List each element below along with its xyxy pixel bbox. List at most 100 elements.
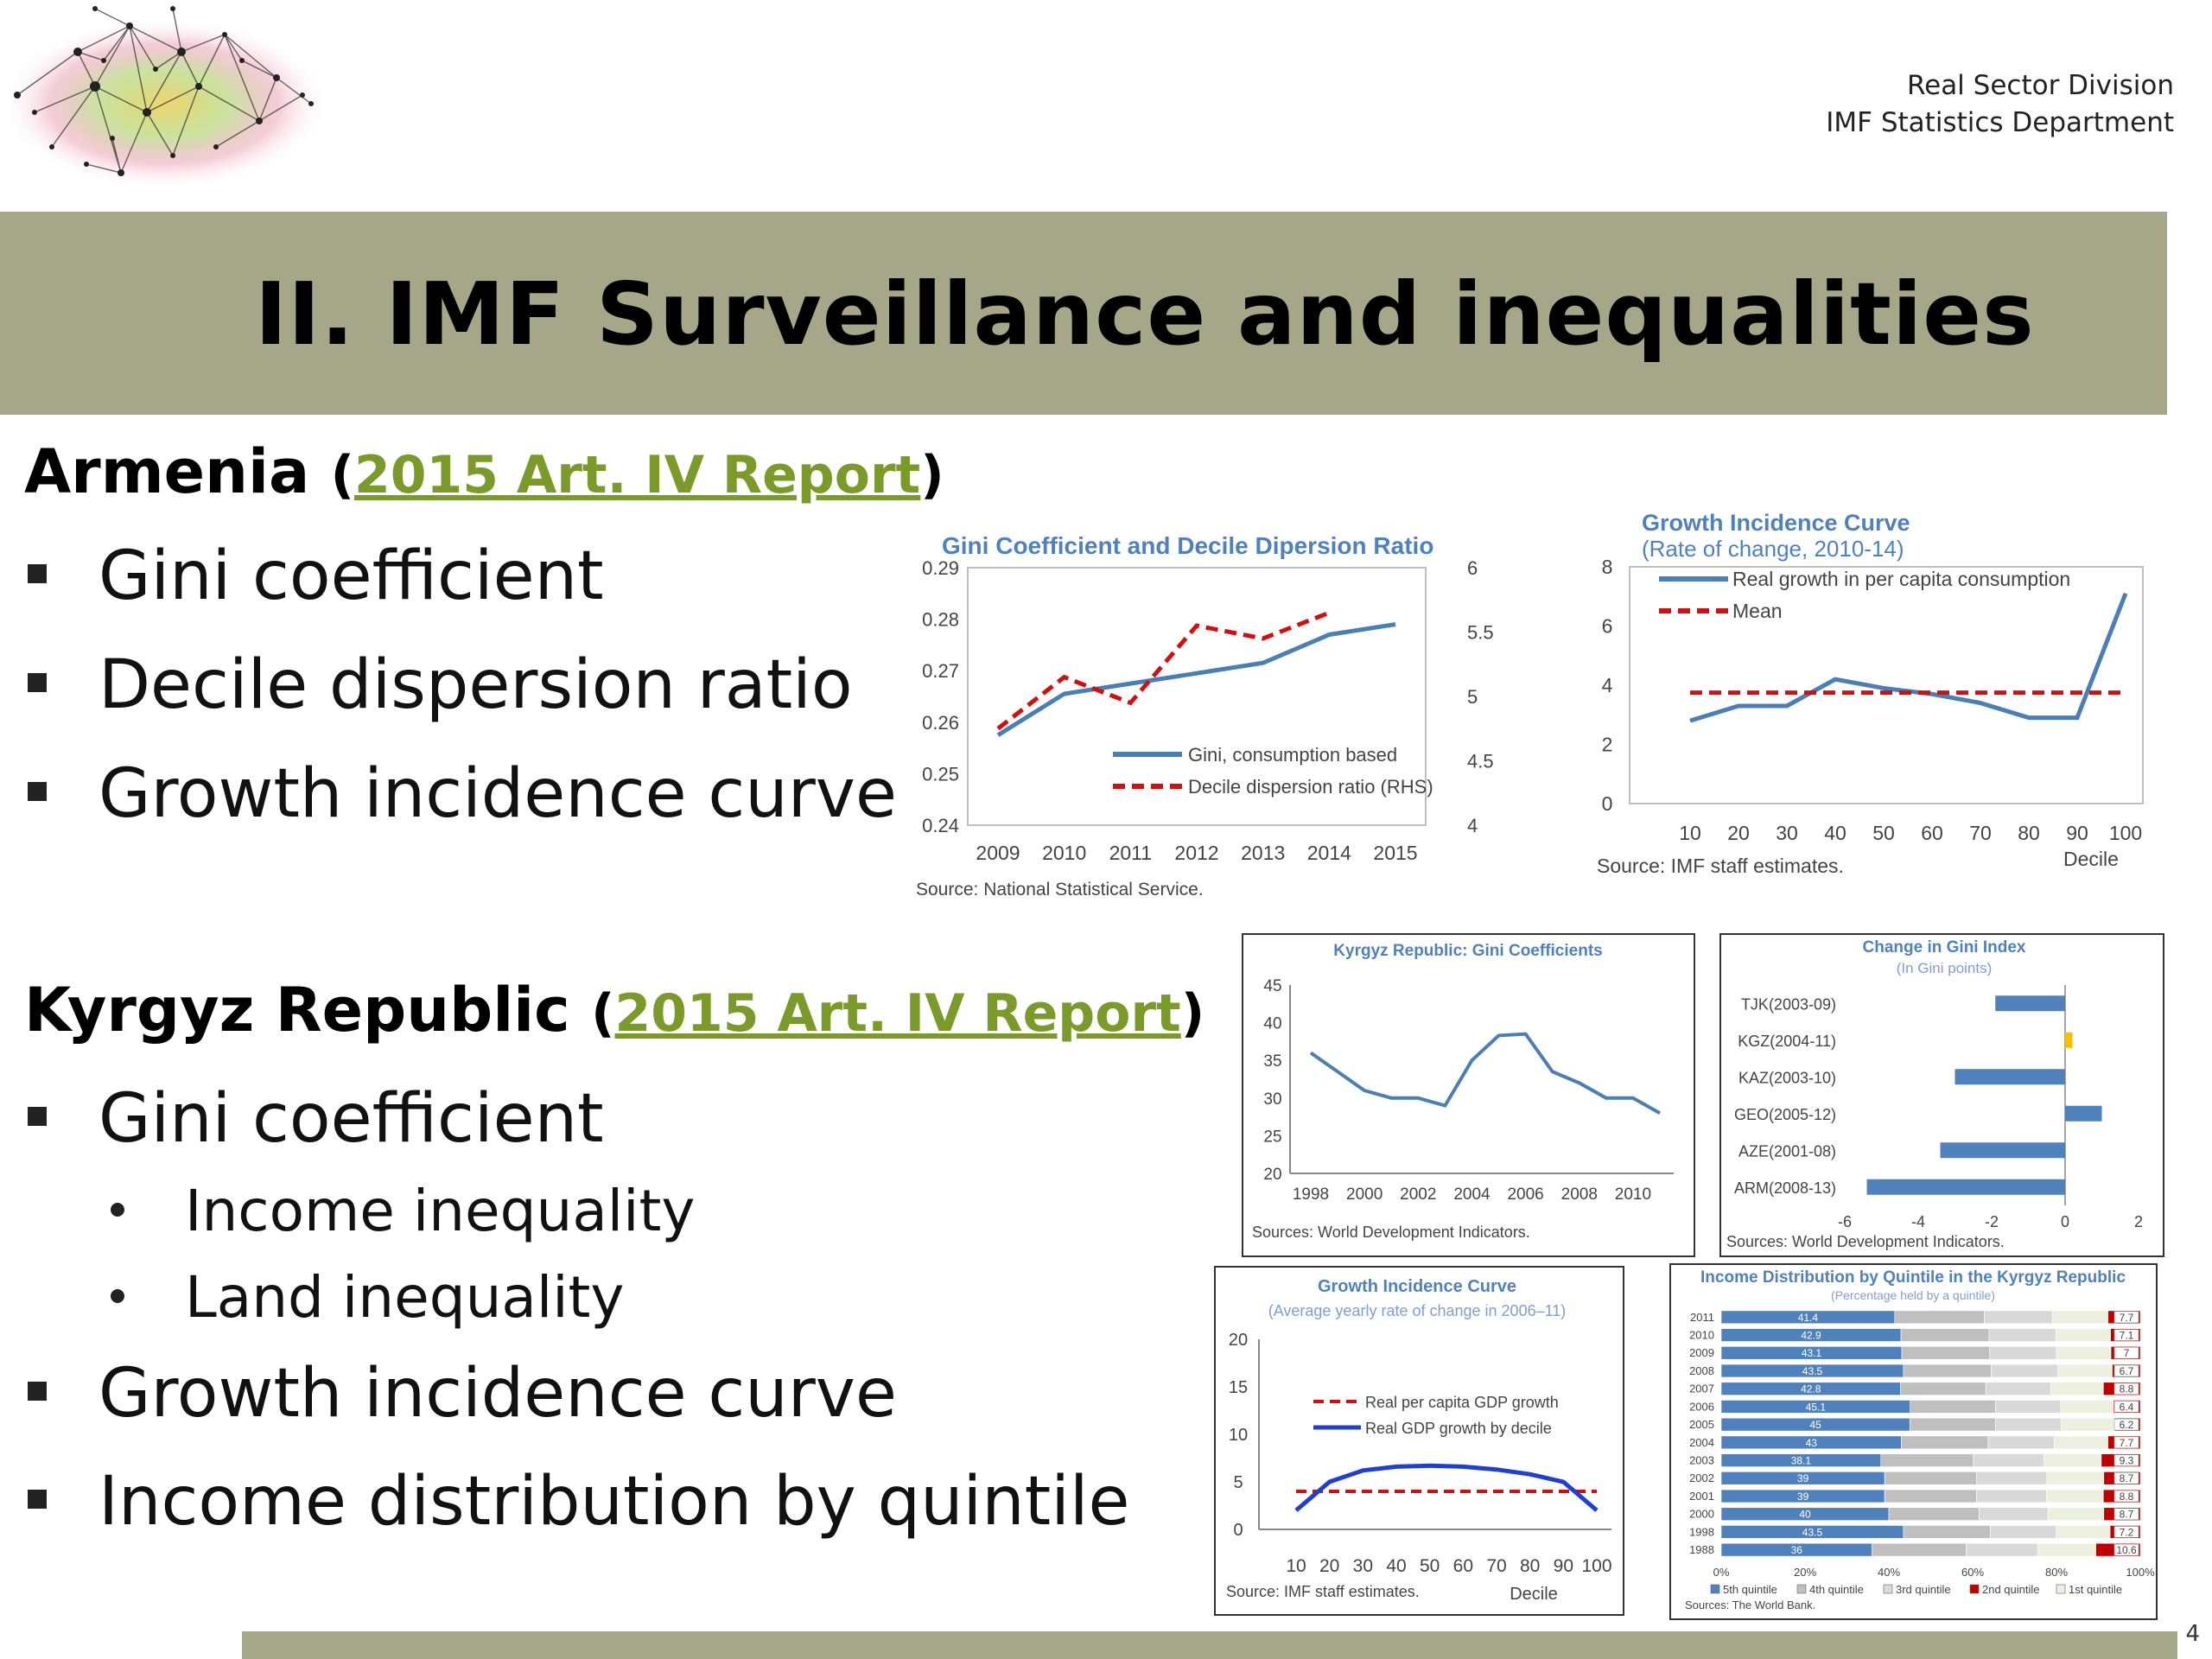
data-label-bottom: 8.8 — [2120, 1383, 2134, 1395]
kyrgyz-open-paren: ( — [591, 983, 615, 1044]
y-tick-label: 45 — [1263, 977, 1281, 995]
data-label-bottom: 7.7 — [2120, 1437, 2134, 1449]
y-tick-label-left: 0.28 — [922, 609, 959, 631]
kyrgyz-country-name: Kyrgyz Republic — [24, 975, 570, 1046]
stacked-bar-segment — [1903, 1525, 1991, 1539]
department-line-2: IMF Statistics Department — [1826, 107, 2174, 138]
category-label: 2008 — [1689, 1364, 1714, 1377]
x-tick-label: 40% — [1878, 1566, 1900, 1579]
legend-label-gini: Gini, consumption based — [1188, 744, 1397, 766]
x-tick-label: 2009 — [976, 842, 1020, 864]
y-tick-label: 6 — [1602, 615, 1613, 638]
data-label-box — [2113, 1401, 2139, 1413]
data-label-top: 41.4 — [1798, 1312, 1819, 1324]
armenia-heading: Armenia (2015 Art. IV Report) — [24, 436, 944, 507]
x-tick-label: 40 — [1824, 822, 1847, 844]
y-tick-label: 0 — [1602, 792, 1613, 815]
series-by-decile-line — [1294, 1463, 1599, 1512]
chart-title: Gini Coefficient and Decile Dipersion Ra… — [942, 532, 1433, 559]
network-logo — [0, 0, 337, 203]
bullet-dot-icon — [111, 1202, 124, 1217]
chart-kyrgyz-quintile: Income Distribution by Quintile in the K… — [1669, 1263, 2158, 1620]
legend-label: 3rd quintile — [1896, 1583, 1951, 1596]
bar — [1940, 1142, 2065, 1159]
kyrgyz-sub-land-text: Land inequality — [185, 1264, 625, 1331]
bullet-square-icon — [28, 563, 47, 583]
stacked-bar-segment — [2052, 1310, 2108, 1325]
chart-armenia-gini: Gini Coefficient and Decile Dipersion Ra… — [916, 532, 1494, 899]
legend-label-per-capita: Real per capita GDP growth — [1365, 1394, 1559, 1411]
stacked-bar-segment — [2047, 1507, 2105, 1521]
x-tick-label: 20 — [1319, 1556, 1339, 1576]
bar — [2065, 1032, 2073, 1048]
stacked-bar-segment — [1884, 1489, 1977, 1503]
kyrgyz-sub-land: Land inequality — [111, 1264, 624, 1331]
x-tick-label: 90 — [2066, 822, 2088, 844]
chart-kyrgyz-gic: Growth Incidence Curve (Average yearly ra… — [1214, 1266, 1624, 1616]
y-tick-label: 25 — [1263, 1128, 1281, 1146]
category-label: 2011 — [1690, 1311, 1714, 1324]
y-tick-label-right: 5 — [1467, 686, 1478, 708]
stacked-bar-segment — [1995, 1417, 2062, 1432]
data-label-box — [2113, 1364, 2139, 1377]
chart-source: Sources: World Development Indicators. — [1726, 1233, 2005, 1250]
x-tick-label: 100 — [2109, 822, 2142, 844]
x-tick-label: 20 — [1727, 822, 1750, 844]
armenia-report-link[interactable]: 2015 Art. IV Report — [353, 445, 921, 505]
x-tick-label: 70 — [1969, 822, 1992, 844]
chart-border — [1214, 1266, 1624, 1616]
legend-label: 2nd quintile — [1982, 1583, 2040, 1596]
kyrgyz-bullet-gini: Gini coefficient — [28, 1080, 604, 1158]
x-tick-label: 0% — [1713, 1566, 1730, 1579]
x-tick-label: 80% — [2045, 1566, 2068, 1579]
x-tick-label: 100% — [2126, 1566, 2155, 1579]
stacked-bar-segment — [1984, 1310, 2053, 1325]
category-label: GEO(2005-12) — [1734, 1106, 1836, 1123]
data-label-bottom: 7.2 — [2120, 1526, 2134, 1538]
stacked-bar-segment — [1976, 1471, 2048, 1485]
legend-label: 4th quintile — [1809, 1583, 1864, 1596]
stacked-bar-segment — [2061, 1417, 2115, 1432]
footer-bar — [242, 1631, 2177, 1659]
data-label-bottom: 8.7 — [2120, 1509, 2134, 1521]
x-tick-label: 50 — [1872, 822, 1895, 844]
department-header: Real Sector Division IMF Statistics Depa… — [1826, 67, 2174, 142]
stacked-bar-segment — [1888, 1507, 1980, 1521]
stacked-bar-segment — [1985, 1382, 2051, 1395]
category-label: 2002 — [1689, 1471, 1714, 1484]
stacked-bar-segment — [1989, 1346, 2057, 1360]
armenia-bullet-2-text: Decile dispersion ratio — [99, 646, 853, 724]
x-axis-label: Decile — [1510, 1585, 1558, 1604]
y-tick-label-left: 0.27 — [922, 660, 959, 682]
kyrgyz-close-paren: ) — [1180, 983, 1205, 1044]
x-tick-label: 2014 — [1307, 842, 1351, 864]
bullet-square-icon — [28, 1106, 47, 1126]
stacked-bar-segment — [2057, 1363, 2113, 1378]
kyrgyz-heading: Kyrgyz Republic (2015 Art. IV Report) — [24, 975, 1205, 1046]
armenia-bullet-3-text: Growth incidence curve — [99, 755, 897, 833]
x-tick-label: 2006 — [1507, 1185, 1543, 1204]
kyrgyz-bullet-quintile: Income distribution by quintile — [28, 1463, 1130, 1541]
data-label-top: 43 — [1806, 1437, 1818, 1449]
armenia-close-paren: ) — [920, 445, 944, 505]
kyrgyz-report-link[interactable]: 2015 Art. IV Report — [614, 983, 1181, 1044]
chart-subtitle: (Percentage held by a quintile) — [1831, 1288, 1995, 1302]
page-number: 4 — [2185, 1621, 2200, 1647]
x-tick-label: 80 — [2018, 822, 2040, 844]
data-label-box — [2113, 1543, 2139, 1556]
legend-swatch — [1710, 1584, 1720, 1594]
x-axis-label: Decile — [2063, 848, 2119, 870]
x-tick-label: 1998 — [1293, 1185, 1329, 1204]
data-label-box — [2113, 1472, 2139, 1484]
data-label-top: 42.8 — [1801, 1383, 1821, 1395]
x-tick-label: 50 — [1420, 1556, 1440, 1576]
data-label-bottom: 8.7 — [2120, 1472, 2134, 1484]
data-label-top: 40 — [1799, 1509, 1811, 1521]
x-tick-label: 60 — [1453, 1556, 1473, 1576]
stacked-bar-segment — [2037, 1542, 2096, 1557]
category-label: 2003 — [1689, 1454, 1714, 1467]
category-label: KGZ(2004-11) — [1738, 1033, 1836, 1050]
x-tick-label: -6 — [1838, 1213, 1852, 1230]
armenia-bullet-1-text: Gini coefficient — [99, 537, 604, 615]
stacked-bar-segment — [1990, 1525, 2057, 1539]
